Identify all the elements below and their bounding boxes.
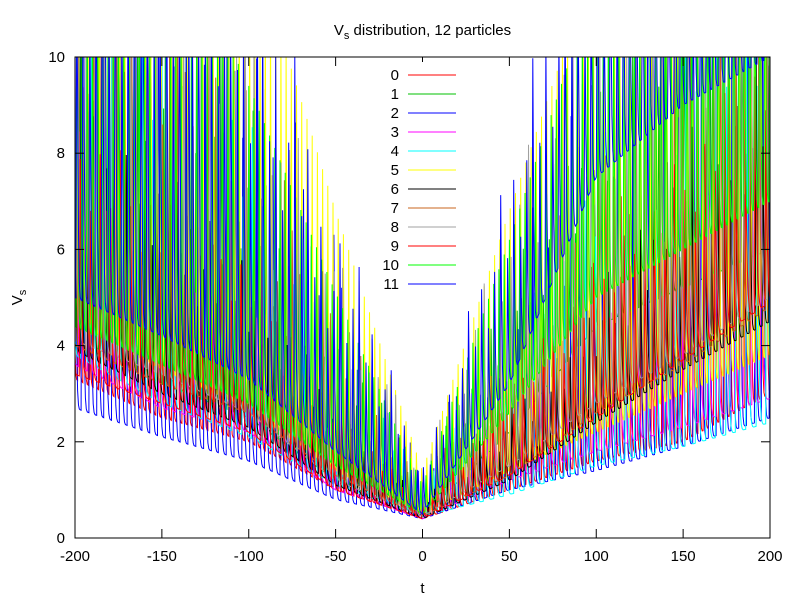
legend-label-0: 0: [391, 67, 399, 84]
x-tick-label: 150: [671, 548, 696, 565]
x-tick-label: -150: [147, 548, 177, 565]
y-tick-label: 8: [57, 145, 65, 162]
legend-label-5: 5: [391, 162, 399, 179]
ylabel-sub: s: [17, 289, 29, 295]
legend-label-7: 7: [391, 200, 399, 217]
legend-label-4: 4: [391, 143, 399, 160]
legend-label-11: 11: [383, 276, 399, 293]
x-axis-label: t: [420, 580, 425, 597]
y-tick-label: 6: [57, 241, 65, 258]
y-tick-label: 0: [57, 530, 65, 547]
x-tick-label: -200: [60, 548, 90, 565]
legend: 0 1 2 3 4 5 6 7 8 9 10 11: [378, 62, 466, 294]
legend-label-3: 3: [391, 124, 399, 141]
y-axis-label: Vs: [9, 289, 29, 305]
x-tick-label: 100: [584, 548, 609, 565]
series-layer: [75, 57, 770, 520]
series-3-line: [75, 105, 770, 520]
x-tick-label: -50: [325, 548, 347, 565]
legend-label-2: 2: [391, 105, 399, 122]
series-4-line: [75, 57, 770, 517]
legend-label-9: 9: [391, 238, 399, 255]
x-tick-label: 200: [757, 548, 782, 565]
ylabel-main: V: [9, 295, 26, 305]
title-rest: distribution, 12 particles: [349, 22, 511, 39]
y-tick-label: 2: [57, 434, 65, 451]
y-tick-label: 4: [57, 338, 65, 355]
x-tick-label: -100: [234, 548, 264, 565]
x-tick-label: 50: [501, 548, 518, 565]
legend-background: [378, 62, 466, 294]
legend-label-6: 6: [391, 181, 399, 198]
x-tick-label: 0: [418, 548, 426, 565]
series-11-line: [75, 57, 770, 515]
legend-label-10: 10: [382, 257, 399, 274]
title-sub: s: [344, 30, 350, 42]
y-tick-label: 10: [48, 49, 65, 66]
title-main: V: [334, 22, 344, 39]
legend-label-1: 1: [391, 86, 399, 103]
chart-title: Vs distribution, 12 particles: [334, 22, 511, 42]
legend-label-8: 8: [391, 219, 399, 236]
